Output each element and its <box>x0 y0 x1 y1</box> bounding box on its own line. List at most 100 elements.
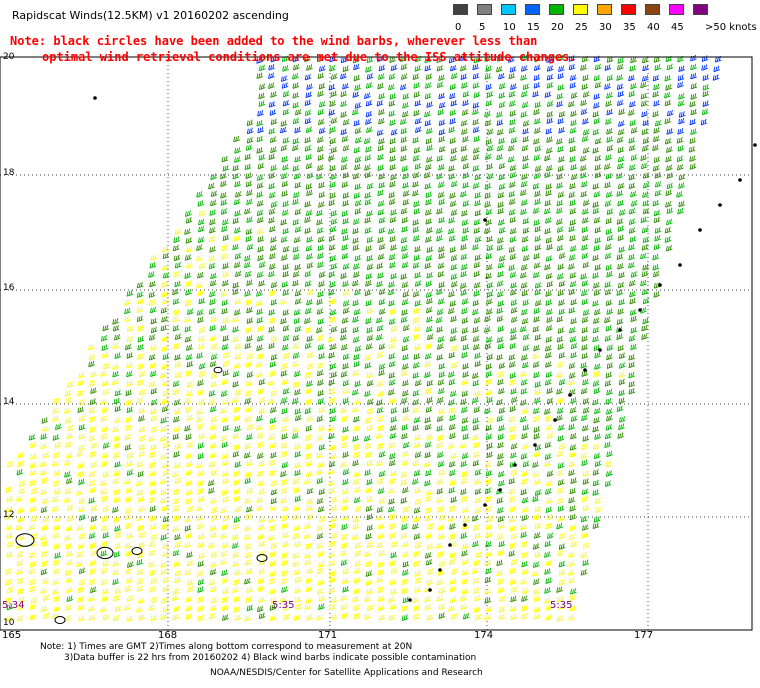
wind-barb <box>449 414 456 421</box>
wind-barb <box>282 263 290 271</box>
wind-barb <box>484 587 492 595</box>
wind-barb <box>220 324 227 332</box>
wind-barb <box>402 102 409 109</box>
wind-barb <box>306 363 314 370</box>
wind-barb <box>90 586 97 594</box>
wind-barb <box>304 145 312 152</box>
wind-barb <box>100 567 108 575</box>
wind-barb <box>256 432 264 440</box>
wind-barb <box>174 361 182 368</box>
wind-barb <box>329 316 336 323</box>
wind-barb <box>569 513 577 521</box>
wind-barb <box>28 523 36 531</box>
wind-barb <box>497 290 504 298</box>
wind-barb <box>17 460 24 468</box>
wind-barb <box>126 380 133 387</box>
wind-barb <box>594 171 602 179</box>
wind-barb <box>581 414 588 422</box>
wind-barb <box>702 100 710 108</box>
wind-barb <box>161 291 169 298</box>
wind-barb <box>79 533 86 540</box>
wind-barb <box>232 326 239 333</box>
wind-barb <box>185 613 193 621</box>
wind-barb <box>424 416 432 424</box>
wind-barb <box>162 469 170 476</box>
wind-barb <box>365 505 373 512</box>
wind-barb <box>40 568 48 576</box>
wind-barb <box>197 389 205 396</box>
wind-barb <box>497 342 505 350</box>
wind-barb <box>196 309 204 316</box>
legend-swatch <box>453 4 468 15</box>
wind-barb <box>78 542 85 550</box>
wind-barb <box>149 496 156 504</box>
wind-barb <box>330 326 338 333</box>
wind-barb <box>594 363 601 370</box>
wind-barb <box>617 234 625 241</box>
wind-barb <box>258 378 266 386</box>
wind-barb <box>401 73 408 80</box>
wind-barb <box>652 90 660 98</box>
wind-barb <box>473 317 481 324</box>
wind-barb <box>487 128 494 136</box>
wind-barb <box>497 586 505 594</box>
wind-barb <box>124 507 132 514</box>
wind-barb <box>604 380 612 387</box>
wind-barb <box>41 477 48 484</box>
wind-barb <box>570 588 577 595</box>
wind-barb <box>234 343 242 350</box>
wind-barb <box>270 164 278 172</box>
wind-barb <box>606 344 614 351</box>
wind-barb <box>232 542 239 549</box>
wind-barb <box>364 362 372 369</box>
wind-barb <box>220 290 228 297</box>
wind-barb <box>569 199 577 206</box>
wind-barb <box>366 307 374 314</box>
wind-barb <box>162 264 169 271</box>
wind-barb <box>569 388 576 396</box>
wind-barb <box>245 471 253 478</box>
wind-barb <box>148 435 155 442</box>
wind-barb <box>246 279 253 287</box>
wind-barb <box>40 534 47 541</box>
wind-barb <box>234 147 241 154</box>
wind-barb <box>546 111 554 118</box>
wind-barb <box>594 308 601 316</box>
legend-swatch <box>573 4 588 15</box>
wind-barb <box>412 459 420 467</box>
wind-barb <box>509 271 517 279</box>
wind-barb <box>510 443 518 450</box>
wind-barb <box>316 415 324 422</box>
wind-barb <box>292 218 300 226</box>
wind-barb <box>437 343 444 350</box>
wind-barb <box>209 246 216 253</box>
wind-barb <box>342 263 350 270</box>
wind-barb <box>173 309 181 316</box>
wind-barb <box>582 234 589 242</box>
wind-barb <box>678 200 685 208</box>
wind-barb <box>354 254 362 262</box>
wind-barb <box>400 136 408 143</box>
wind-barb <box>557 263 565 271</box>
wind-barb <box>353 425 361 432</box>
wind-barb <box>184 541 191 548</box>
wind-barb <box>269 588 277 595</box>
wind-barb <box>461 298 469 305</box>
wind-barb <box>112 569 119 576</box>
wind-barb <box>198 225 205 233</box>
wind-barb <box>52 415 59 422</box>
wind-barb <box>64 459 71 466</box>
wind-barb <box>65 543 73 550</box>
wind-barb <box>426 578 434 586</box>
wind-barb <box>16 568 23 575</box>
wind-barb <box>437 506 444 513</box>
wind-barb <box>438 245 445 253</box>
wind-barb <box>544 597 551 604</box>
wind-barb <box>366 236 374 243</box>
wind-barb <box>66 586 73 594</box>
wind-barb <box>52 568 60 575</box>
wind-barb <box>558 569 566 576</box>
wind-barb <box>196 570 204 577</box>
wind-barb <box>425 209 432 216</box>
wind-barb <box>365 579 373 586</box>
